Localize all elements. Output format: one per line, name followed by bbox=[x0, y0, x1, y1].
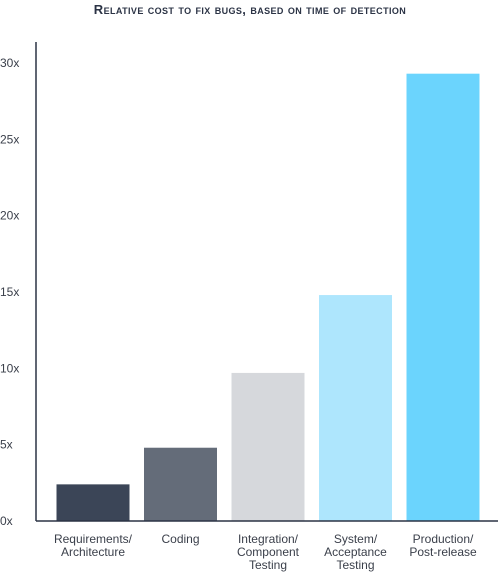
x-tick-label: Production/Post-release bbox=[409, 532, 477, 559]
y-tick-label: 20x bbox=[0, 209, 19, 223]
x-tick-label: Requirements/Architecture bbox=[54, 532, 133, 559]
bars bbox=[56, 73, 480, 521]
y-tick-label: 0x bbox=[0, 514, 13, 528]
y-tick-label: 30x bbox=[0, 56, 19, 70]
y-tick-label: 25x bbox=[0, 132, 19, 146]
bar bbox=[231, 372, 305, 521]
bar bbox=[406, 73, 480, 521]
bar bbox=[144, 447, 217, 521]
bar bbox=[56, 484, 130, 521]
chart-title: Relative cost to fix bugs, based on time… bbox=[94, 2, 406, 17]
x-tick-label: System/Acceptance Testing bbox=[324, 532, 387, 572]
y-tick-label: 15x bbox=[0, 285, 19, 299]
x-axis-labels: Requirements/Architecture Coding Integrati… bbox=[54, 532, 477, 572]
x-tick-label: Coding bbox=[161, 532, 199, 546]
y-tick-label: 10x bbox=[0, 361, 19, 375]
bar bbox=[319, 295, 392, 521]
y-tick-label: 5x bbox=[0, 438, 13, 452]
x-tick-label: Integration/Component Testing bbox=[237, 532, 300, 572]
y-axis: 0x 5x 10x 15x 20x 25x 30x bbox=[0, 56, 19, 528]
